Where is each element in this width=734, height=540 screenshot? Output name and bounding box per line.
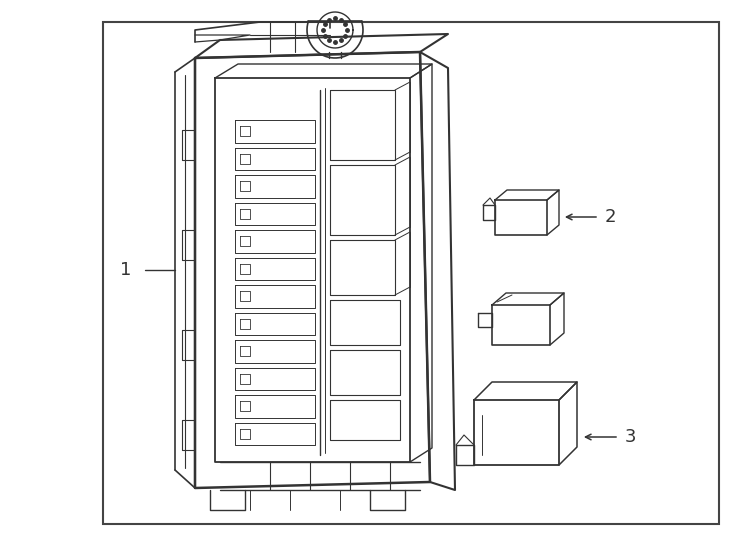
- Text: 2: 2: [605, 208, 617, 226]
- Text: 3: 3: [625, 428, 636, 446]
- Text: 1: 1: [120, 261, 131, 279]
- Bar: [103, 22, 719, 524]
